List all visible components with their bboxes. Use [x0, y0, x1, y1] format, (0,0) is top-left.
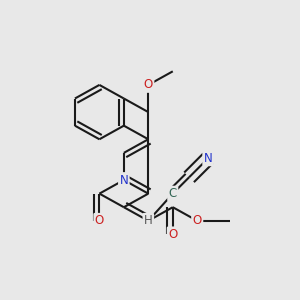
Text: O: O — [95, 214, 104, 227]
Text: H: H — [144, 214, 153, 227]
Text: O: O — [168, 228, 177, 241]
Text: O: O — [144, 78, 153, 92]
Text: C: C — [169, 187, 177, 200]
Text: N: N — [204, 152, 212, 165]
Text: O: O — [193, 214, 202, 227]
Text: N: N — [119, 173, 128, 187]
